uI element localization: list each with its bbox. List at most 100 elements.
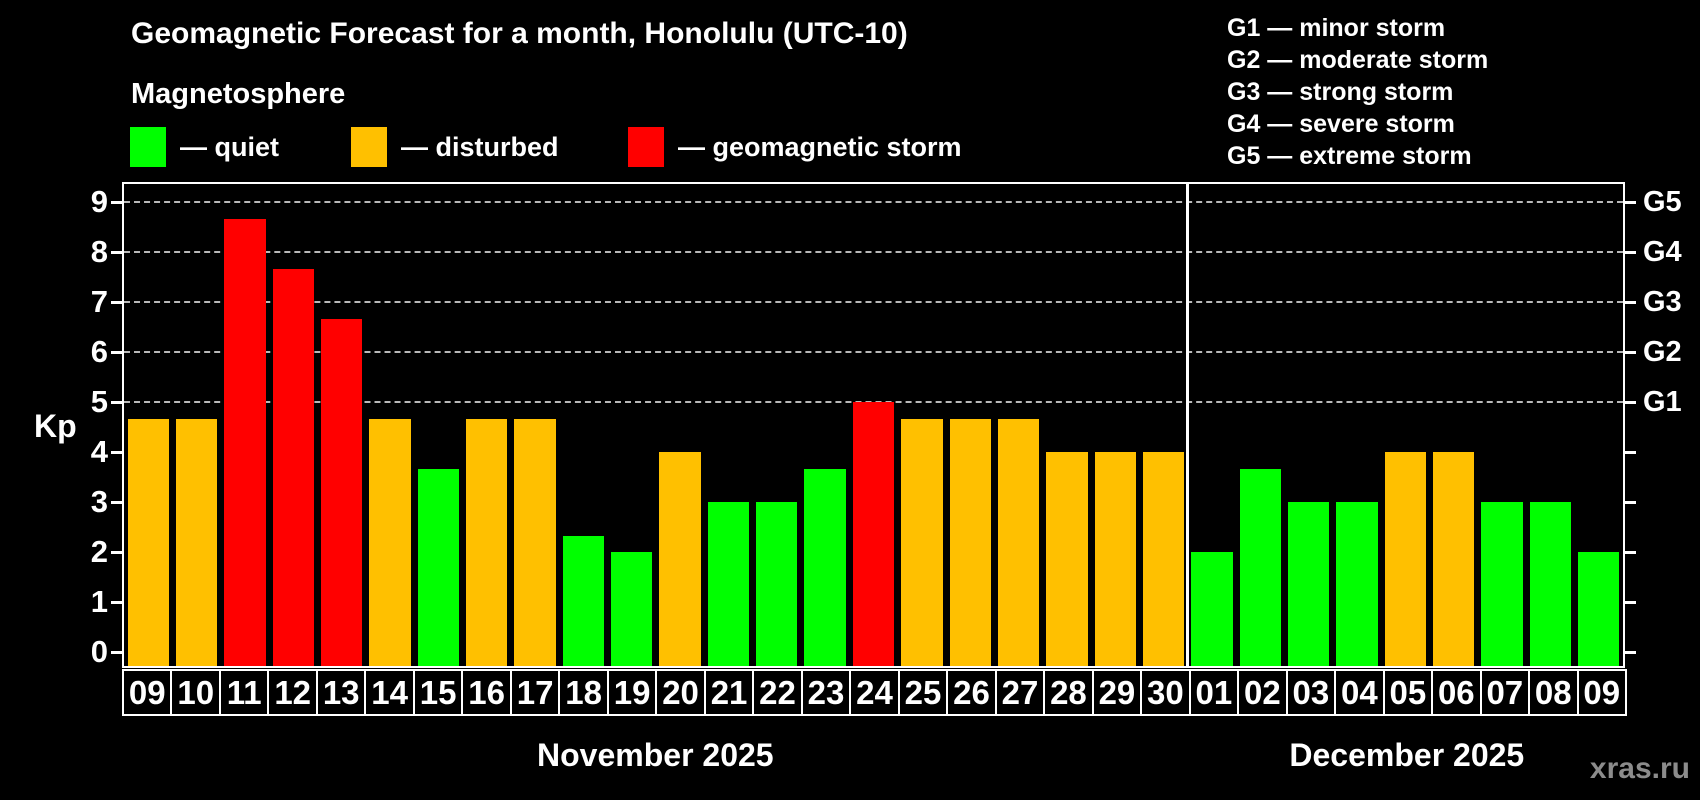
kp-bar-december-04	[1336, 502, 1378, 666]
y-axis-tick-right	[1625, 550, 1636, 554]
y-axis-tick-label: 0	[90, 634, 108, 669]
g-axis-label-g5: G5	[1643, 186, 1682, 218]
date-cell: 18	[558, 669, 609, 716]
kp-bar-december-02	[1239, 468, 1281, 666]
kp-bar-november-13	[320, 318, 363, 666]
date-cell: 09	[1576, 669, 1628, 716]
date-cell: 26	[946, 669, 997, 716]
legend-label-disturbed: — disturbed	[401, 132, 559, 162]
kp-bar-december-08	[1529, 502, 1572, 666]
date-cell: 07	[1479, 669, 1531, 716]
kp-bar-november-15	[417, 468, 459, 666]
y-axis-tick-right	[1625, 600, 1636, 604]
kp-bar-november-29	[1094, 452, 1136, 666]
y-axis-tick-left	[111, 300, 122, 304]
y-axis-tick-left	[111, 400, 122, 404]
kp-bar-november-25	[901, 418, 943, 666]
g-legend-line: G3 — strong storm	[1227, 78, 1454, 106]
kp-bar-november-12	[272, 268, 314, 666]
month-divider	[1186, 184, 1190, 666]
magnetosphere-label: Magnetosphere	[131, 78, 346, 110]
date-cell: 03	[1285, 669, 1337, 716]
kp-bar-november-26	[949, 418, 991, 666]
date-cell: 24	[849, 669, 900, 716]
y-axis-tick-right	[1625, 250, 1636, 254]
y-axis-tick-right	[1625, 400, 1636, 404]
page-title: Geomagnetic Forecast for a month, Honolu…	[131, 17, 908, 50]
kp-bar-november-27	[997, 418, 1040, 666]
kp-bar-december-09	[1578, 552, 1620, 666]
legend-swatch-quiet	[130, 127, 166, 167]
date-cell: 29	[1091, 669, 1143, 716]
date-cell: 16	[461, 669, 512, 716]
y-axis-tick-left	[111, 350, 122, 354]
plot-area	[122, 182, 1625, 668]
gridline-g4	[124, 251, 1623, 253]
date-cell: 27	[994, 669, 1046, 716]
kp-bar-november-23	[804, 468, 846, 666]
y-axis-tick-right	[1625, 200, 1636, 204]
kp-bar-november-20	[659, 452, 701, 666]
watermark: xras.ru	[1589, 752, 1690, 785]
date-cell: 21	[703, 669, 755, 716]
kp-bar-november-17	[514, 418, 556, 666]
y-axis-tick-right	[1625, 500, 1636, 504]
date-cell: 08	[1528, 669, 1579, 716]
date-cell: 25	[897, 669, 949, 716]
month-label-december: December 2025	[1289, 737, 1525, 773]
kp-bar-december-03	[1288, 502, 1330, 666]
y-axis-tick-left	[111, 200, 122, 204]
y-axis-tick-label: 5	[90, 384, 108, 419]
y-axis-tick-label: 4	[90, 434, 108, 469]
date-cell: 14	[364, 669, 415, 716]
kp-bar-november-19	[611, 552, 653, 666]
date-cell: 04	[1334, 669, 1385, 716]
kp-bar-december-06	[1433, 452, 1475, 666]
y-axis-tick-right	[1625, 650, 1636, 654]
date-cell: 19	[606, 669, 658, 716]
gridline-g3	[124, 301, 1623, 303]
kp-bar-november-28	[1046, 452, 1088, 666]
g-axis-label-g2: G2	[1643, 336, 1682, 368]
y-axis-tick-right	[1625, 300, 1636, 304]
date-cell: 10	[170, 669, 221, 716]
date-cell: 09	[122, 669, 173, 716]
kp-bar-november-18	[562, 535, 605, 666]
gridline-g5	[124, 201, 1623, 203]
y-axis-tick-right	[1625, 350, 1636, 354]
date-cell: 05	[1382, 669, 1434, 716]
kp-bar-november-09	[127, 418, 169, 666]
month-label-november: November 2025	[537, 737, 774, 773]
y-axis-tick-left	[111, 450, 122, 454]
y-axis-tick-label: 2	[90, 534, 108, 569]
gridline-g2	[124, 351, 1623, 353]
date-cell: 17	[509, 669, 561, 716]
y-axis-tick-label: 6	[90, 334, 108, 369]
kp-bar-november-30	[1142, 452, 1185, 666]
date-cell: 12	[267, 669, 318, 716]
kp-bar-december-05	[1384, 452, 1427, 666]
date-cell: 15	[412, 669, 464, 716]
g-axis-label-g1: G1	[1643, 386, 1682, 418]
date-cell: 20	[655, 669, 706, 716]
kp-bar-november-24	[852, 402, 895, 666]
month-labels: November 2025 December 2025	[0, 737, 1700, 777]
date-cell: 23	[800, 669, 852, 716]
g-legend-line: G1 — minor storm	[1227, 14, 1446, 42]
kp-bar-november-11	[224, 218, 266, 666]
date-cell: 01	[1188, 669, 1240, 716]
kp-bar-december-07	[1481, 502, 1523, 666]
g-axis-label-g3: G3	[1643, 286, 1682, 318]
kp-bar-december-01	[1191, 552, 1233, 666]
g-legend-line: G5 — extreme storm	[1227, 142, 1472, 170]
y-axis-tick-label: 1	[90, 584, 108, 619]
date-cell: 28	[1043, 669, 1094, 716]
g-axis-label-g4: G4	[1643, 236, 1682, 268]
y-axis-tick-right	[1625, 450, 1636, 454]
date-axis: 09 10 11 12 13 14 15 16 17 18 19 20 21 22 23 24 25 26 27 28…	[122, 669, 1628, 716]
y-axis-tick-left	[111, 650, 122, 654]
date-cell: 30	[1140, 669, 1191, 716]
y-axis-tick-label: 3	[90, 484, 108, 519]
y-axis-tick-left	[111, 600, 122, 604]
